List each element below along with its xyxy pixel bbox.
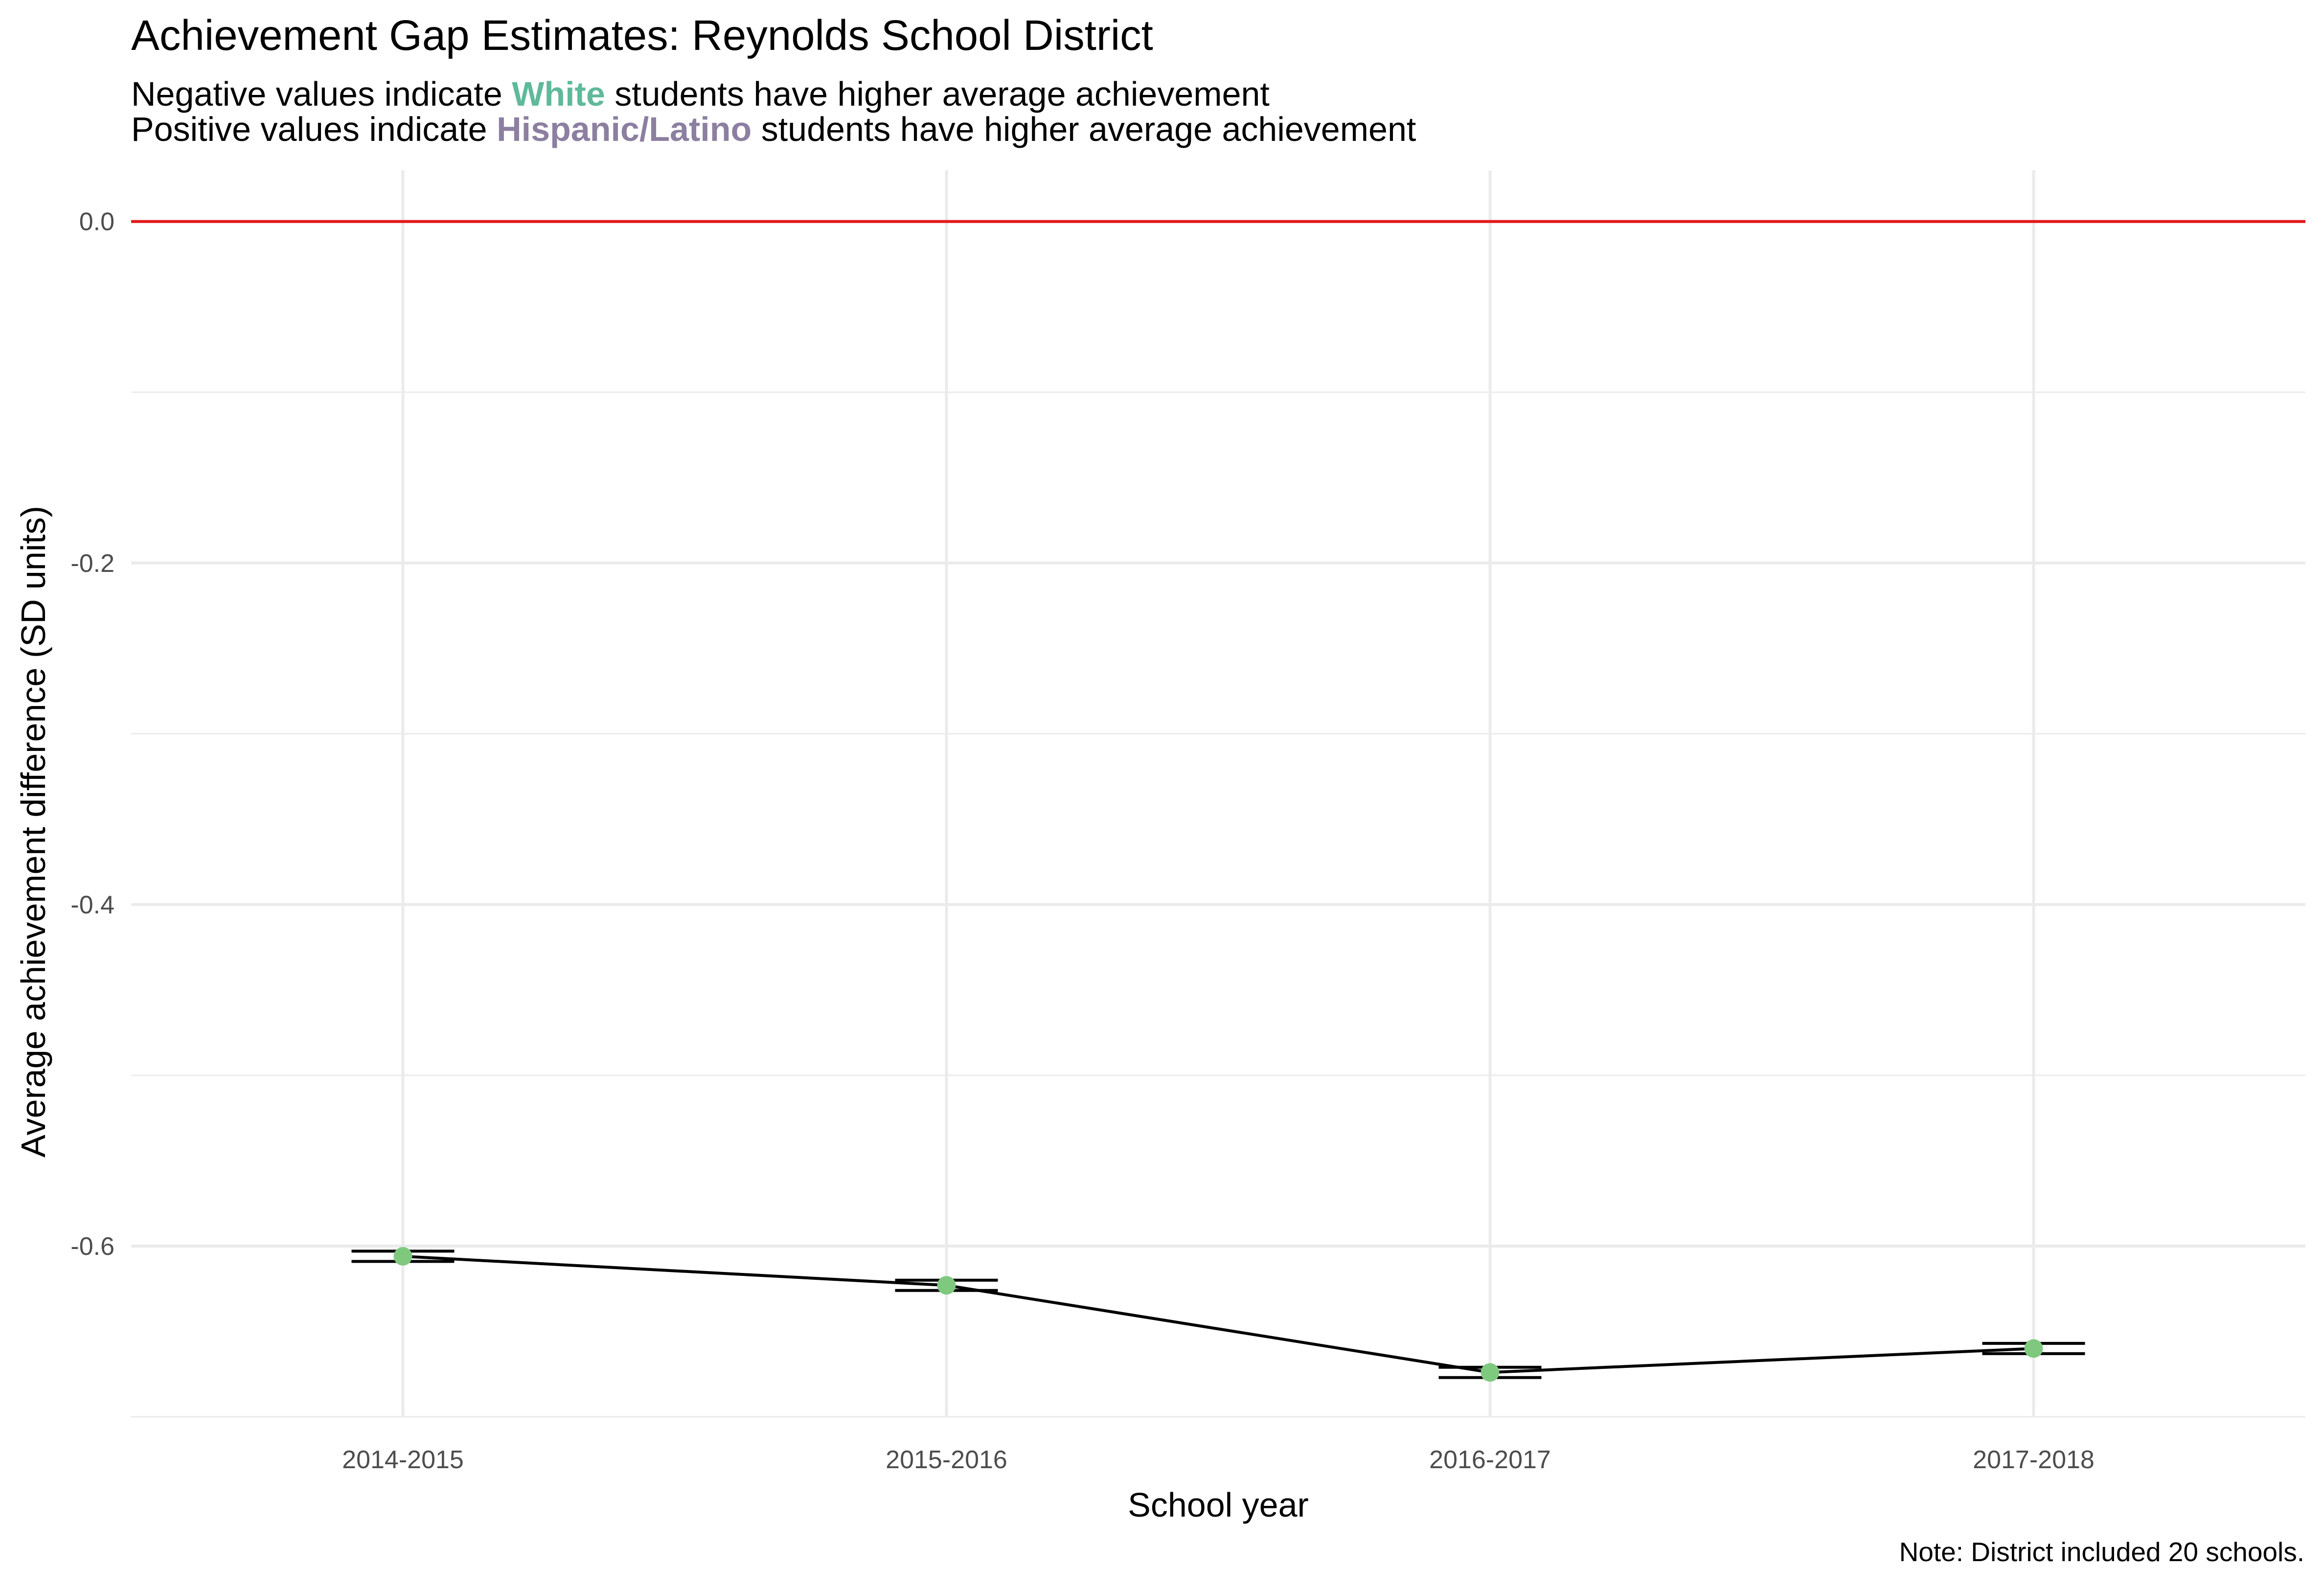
major-gridlines (131, 170, 2305, 1417)
y-axis-title: Average achievement difference (SD units… (14, 506, 52, 1158)
y-tick-label: -0.6 (70, 1232, 114, 1261)
subtitle-white-highlight: White (512, 75, 605, 113)
data-point (2024, 1339, 2043, 1358)
subtitle-latino-highlight: Hispanic/Latino (497, 110, 752, 148)
series-line-group (403, 1254, 2034, 1374)
data-point (937, 1276, 956, 1295)
y-tick-label: -0.4 (70, 891, 114, 919)
y-tick-label: 0.0 (79, 208, 114, 236)
x-tick-label: 2016-2017 (1429, 1446, 1551, 1474)
x-tick-labels: 2014-2015 2015-2016 2016-2017 2017-2018 (342, 1446, 2095, 1474)
x-tick-label: 2017-2018 (1973, 1446, 2095, 1474)
chart-title: Achievement Gap Estimates: Reynolds Scho… (131, 12, 1153, 59)
x-tick-label: 2015-2016 (886, 1446, 1007, 1474)
y-tick-label: -0.2 (70, 549, 114, 578)
minor-gridlines (131, 391, 2305, 1418)
subtitle-2-prefix: Positive values indicate (131, 110, 497, 148)
chart-subtitle-line-1: Negative values indicate White students … (131, 75, 1270, 113)
series-line (403, 1254, 2034, 1374)
data-point (393, 1247, 412, 1266)
data-point (1481, 1363, 1500, 1382)
chart-caption: Note: District included 20 schools. (1899, 1537, 2304, 1567)
chart-subtitle-line-2: Positive values indicate Hispanic/Latino… (131, 111, 1416, 148)
x-axis-title: School year (1128, 1486, 1309, 1524)
data-points (393, 1247, 2043, 1382)
x-tick-label: 2014-2015 (342, 1446, 464, 1474)
y-tick-labels: 0.0 -0.2 -0.4 -0.6 (70, 208, 114, 1261)
subtitle-2-suffix: students have higher average achievement (752, 110, 1416, 148)
subtitle-1-prefix: Negative values indicate (131, 75, 512, 113)
subtitle-1-suffix: students have higher average achievement (605, 75, 1270, 113)
